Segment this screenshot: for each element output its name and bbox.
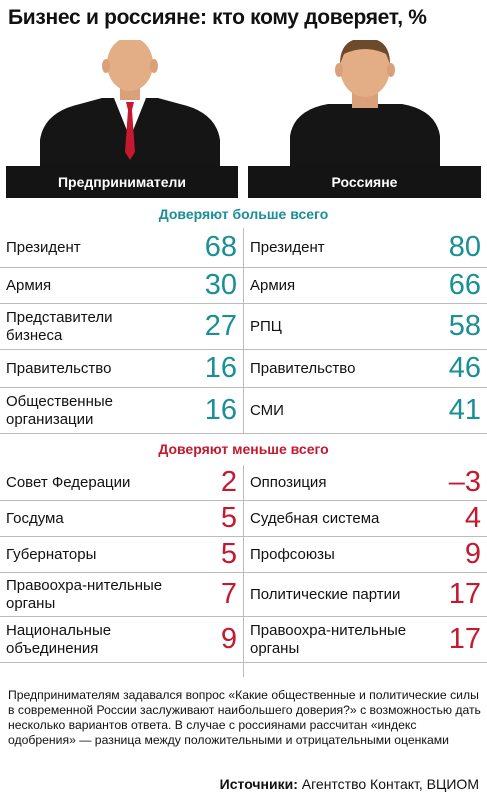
table-row-left: Госдума 5 (0, 501, 243, 537)
table-row-left: Губернаторы 5 (0, 537, 243, 573)
row-label: Правоохра-нительные органы (6, 576, 163, 612)
row-label: Представители бизнеса (6, 308, 113, 344)
table-row-right: Правоохра-нительные органы 17 (244, 617, 487, 663)
table-row-right: РПЦ 58 (244, 304, 487, 350)
person-icon (290, 40, 440, 166)
table-row-right: Политические партии 17 (244, 573, 487, 617)
table-row-left: Представители бизнеса 27 (0, 304, 243, 350)
sources-text: Агентство Контакт, ВЦИОМ (301, 776, 479, 792)
table-row-right: Профсоюзы 9 (244, 537, 487, 573)
column-divider (243, 465, 244, 677)
row-value: 66 (448, 269, 481, 301)
table-row-right: Президент 80 (244, 228, 487, 268)
businessman-icon (40, 40, 220, 166)
row-value: 9 (464, 538, 481, 570)
row-label: Профсоюзы (250, 545, 335, 563)
row-value: 68 (204, 231, 237, 263)
table-row-right: СМИ 41 (244, 388, 487, 434)
row-value: 17 (448, 623, 481, 655)
table-row-left: Правоохра-нительные органы 7 (0, 573, 243, 617)
table-row-right: Правительство 46 (244, 350, 487, 388)
row-label: Совет Федерации (6, 473, 131, 491)
right-column-header: Россияне (248, 166, 481, 198)
row-label: РПЦ (250, 317, 282, 335)
row-label: Правительство (250, 359, 356, 377)
row-value: 27 (204, 310, 237, 342)
row-label: Армия (250, 276, 296, 294)
row-label: Армия (6, 276, 52, 294)
row-label: СМИ (250, 401, 284, 419)
section-heading-least-trusted: Доверяют меньше всего (158, 441, 329, 457)
row-label: Судебная система (250, 509, 380, 527)
row-value: 9 (220, 623, 237, 655)
row-label: Оппозиция (250, 473, 327, 491)
row-label: Губернаторы (6, 545, 97, 563)
row-label: Национальные объединения (6, 621, 112, 657)
row-value: –3 (448, 466, 481, 498)
row-label: Правительство (6, 359, 112, 377)
table-row-left: Национальные объединения 9 (0, 617, 243, 663)
left-column-header: Предприниматели (6, 166, 238, 198)
footnote: Предпринимателям задавался вопрос «Какие… (8, 688, 481, 747)
table-row-right: Армия 66 (244, 268, 487, 304)
row-label: Госдума (6, 509, 64, 527)
row-label: Правоохра-нительные органы (250, 621, 407, 657)
row-value: 7 (220, 578, 237, 610)
table-row-left: Армия 30 (0, 268, 243, 304)
section-heading-most-trusted: Доверяют больше всего (158, 206, 329, 222)
row-label: Президент (6, 238, 81, 256)
sources-line: Источники: Агентство Контакт, ВЦИОМ (220, 776, 479, 792)
row-value: 30 (204, 269, 237, 301)
table-row-right: Оппозиция –3 (244, 465, 487, 501)
table-row-left: Общественные организации 16 (0, 388, 243, 434)
row-value: 80 (448, 231, 481, 263)
row-label: Политические партии (250, 585, 401, 603)
row-value: 5 (220, 538, 237, 570)
row-value: 41 (448, 394, 481, 426)
table-row-right: Судебная система 4 (244, 501, 487, 537)
chart-title: Бизнес и россияне: кто кому доверяет, % (8, 6, 427, 29)
row-value: 4 (464, 502, 481, 534)
row-label: Президент (250, 238, 325, 256)
table-row-left: Совет Федерации 2 (0, 465, 243, 501)
row-value: 58 (448, 310, 481, 342)
row-value: 16 (204, 394, 237, 426)
row-value: 16 (204, 352, 237, 384)
table-row-left: Правительство 16 (0, 350, 243, 388)
sources-label: Источники: (219, 776, 298, 792)
row-value: 2 (220, 466, 237, 498)
row-label: Общественные организации (6, 392, 113, 428)
column-divider (243, 228, 244, 434)
row-value: 17 (448, 578, 481, 610)
row-value: 5 (220, 502, 237, 534)
row-value: 46 (448, 352, 481, 384)
table-row-left: Президент 68 (0, 228, 243, 268)
